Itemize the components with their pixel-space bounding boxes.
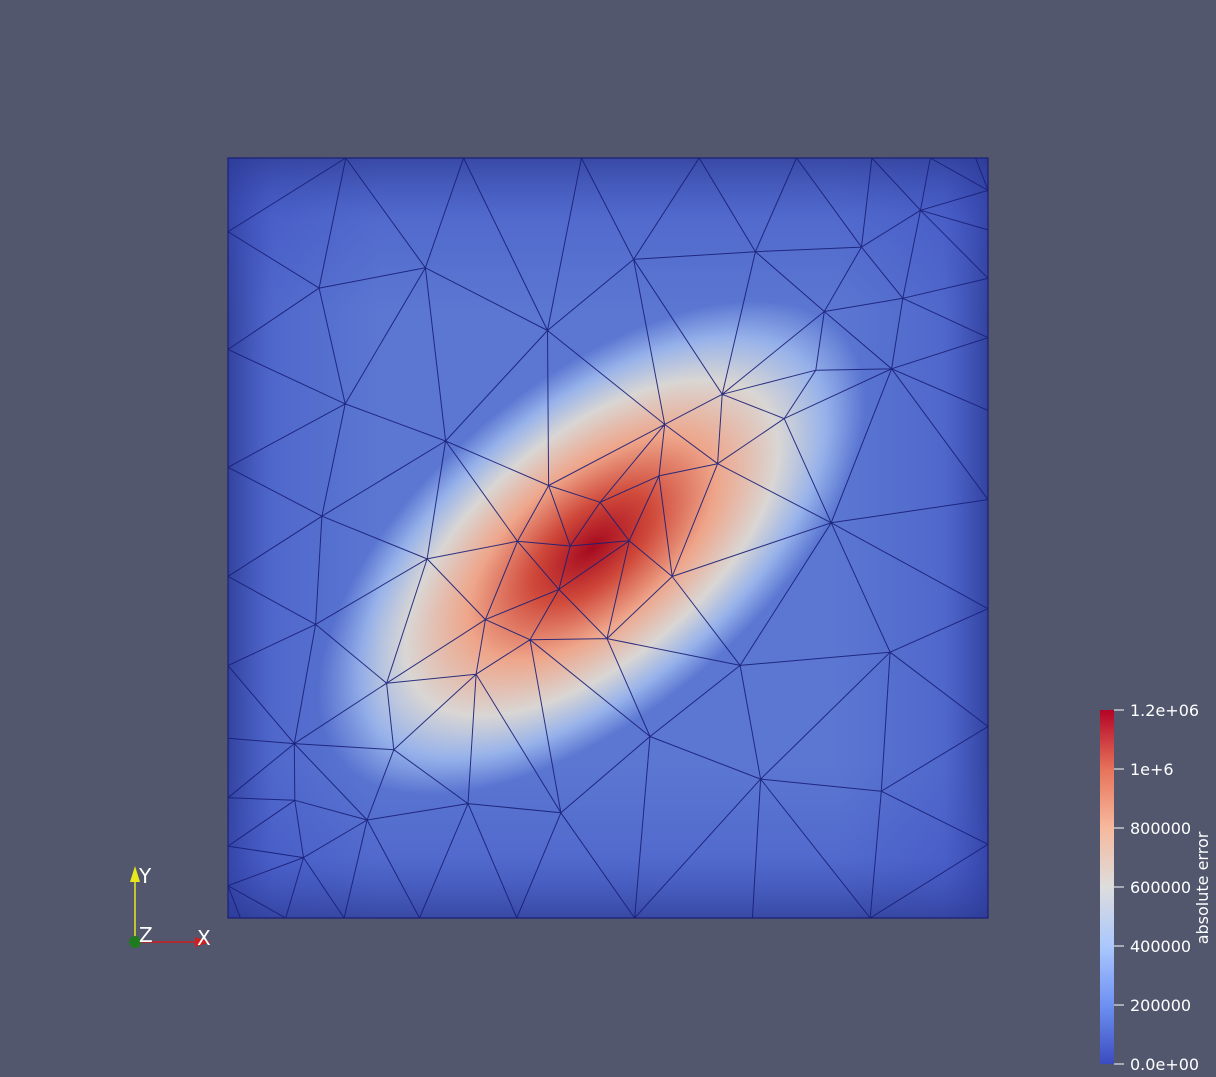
color-bar-tick-label: 600000	[1130, 878, 1191, 897]
color-bar-tick-label: 1e+6	[1130, 760, 1174, 779]
color-bar-gradient	[1100, 710, 1114, 1064]
mesh-edges	[228, 158, 988, 918]
y-axis-label: Y	[138, 864, 152, 888]
color-bar-tick-label: 200000	[1130, 996, 1191, 1015]
y-axis-arrowhead	[130, 866, 140, 882]
domain-outline	[227, 157, 989, 919]
x-axis-label: X	[197, 926, 211, 950]
mesh-wireframe	[228, 158, 988, 918]
color-bar-tick-label: 0.0e+00	[1130, 1055, 1199, 1074]
color-bar-title: absolute error	[1193, 831, 1212, 944]
color-bar-tick-label: 400000	[1130, 937, 1191, 956]
scalar-color-bar[interactable]: 1.2e+06 1e+6 800000 600000 400000 200000 0.0e+…	[1100, 701, 1212, 1074]
z-axis-label: Z	[139, 923, 153, 947]
z-axis-origin	[129, 936, 141, 948]
color-bar-tick-label: 1.2e+06	[1130, 701, 1199, 720]
orientation-axes-widget[interactable]: Y Z X	[129, 864, 211, 950]
color-bar-ticks: 1.2e+06 1e+6 800000 600000 400000 200000 0.0e+…	[1114, 701, 1199, 1074]
color-bar-tick-label: 800000	[1130, 819, 1191, 838]
boundary-shade-vertical	[228, 158, 988, 918]
x-axis-arrowhead	[195, 937, 211, 947]
mesh-surface[interactable]	[227, 157, 989, 919]
